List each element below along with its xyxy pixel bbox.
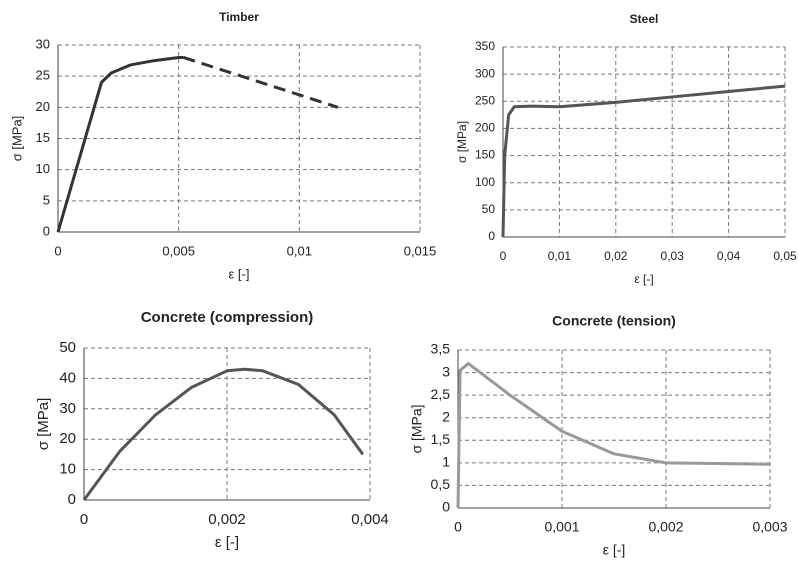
y-tick-label: 15 [36, 130, 50, 145]
y-tick-label: 0 [43, 223, 50, 238]
y-tick-label: 300 [475, 66, 495, 80]
y-tick-label: 350 [475, 39, 495, 53]
y-tick-label: 1 [442, 454, 450, 470]
y-tick-label: 200 [475, 121, 495, 135]
y-tick-label: 2 [442, 408, 450, 424]
x-tick-label: 0,002 [648, 519, 683, 535]
y-tick-label: 3 [442, 363, 450, 379]
data-line [183, 56, 339, 109]
x-axis-label: ε [-] [229, 266, 250, 281]
data-line [56, 55, 184, 233]
x-tick-label: 0,02 [604, 249, 628, 263]
x-tick-label: 0,03 [661, 249, 685, 263]
y-tick-label: 10 [59, 461, 76, 478]
y-tick-label: 0 [68, 491, 76, 508]
y-tick-label: 0,5 [431, 476, 451, 492]
chart-title: Timber [219, 10, 259, 24]
x-tick-label: 0,01 [548, 249, 572, 263]
x-tick-label: 0,001 [544, 519, 579, 535]
y-tick-label: 25 [36, 68, 50, 83]
y-tick-label: 100 [475, 175, 495, 189]
y-tick-label: 5 [43, 192, 50, 207]
x-tick-label: 0,015 [404, 243, 437, 258]
data-line [501, 84, 786, 238]
x-tick-label: 0 [500, 249, 507, 263]
x-tick-label: 0 [80, 511, 88, 528]
y-tick-label: 20 [36, 99, 50, 114]
chart-title: Concrete (compression) [141, 309, 314, 326]
y-tick-label: 50 [59, 339, 76, 356]
y-tick-label: 40 [59, 369, 76, 386]
y-tick-label: 0 [488, 229, 495, 243]
y-tick-label: 30 [59, 400, 76, 417]
y-tick-label: 30 [36, 36, 50, 51]
y-tick-label: 0 [442, 499, 450, 515]
x-tick-label: 0 [454, 519, 462, 535]
y-tick-label: 150 [475, 148, 495, 162]
x-axis-label: ε [-] [215, 534, 239, 551]
y-axis-label: σ [MPa] [455, 121, 469, 163]
x-tick-label: 0,004 [351, 511, 389, 528]
x-tick-label: 0 [54, 243, 61, 258]
chart-title: Concrete (tension) [552, 313, 676, 329]
y-tick-label: 2,5 [431, 386, 451, 402]
x-axis-label: ε [-] [603, 542, 626, 558]
y-tick-label: 50 [482, 202, 496, 216]
y-tick-label: 3,5 [431, 341, 451, 357]
data-line [82, 367, 365, 501]
data-line [456, 362, 771, 509]
chart-title: Steel [630, 12, 659, 26]
y-axis-label: σ [MPa] [35, 398, 52, 451]
y-axis-label: σ [MPa] [9, 116, 24, 162]
y-tick-label: 1,5 [431, 431, 451, 447]
y-tick-label: 20 [59, 430, 76, 447]
y-axis-label: σ [MPa] [409, 404, 425, 453]
y-tick-label: 10 [36, 161, 50, 176]
x-tick-label: 0,003 [752, 519, 787, 535]
x-axis-label: ε [-] [634, 272, 653, 286]
y-tick-label: 250 [475, 93, 495, 107]
x-tick-label: 0,01 [287, 243, 312, 258]
x-tick-label: 0,002 [208, 511, 246, 528]
x-tick-label: 0,05 [773, 249, 797, 263]
x-tick-label: 0,04 [717, 249, 741, 263]
x-tick-label: 0,005 [162, 243, 195, 258]
